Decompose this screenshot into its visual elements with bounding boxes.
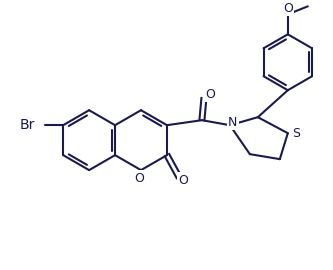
Text: Br: Br: [20, 118, 35, 132]
Text: S: S: [292, 127, 300, 140]
Text: N: N: [228, 116, 237, 129]
Text: O: O: [283, 2, 293, 15]
Text: O: O: [134, 172, 144, 185]
Text: O: O: [205, 88, 215, 101]
Text: O: O: [178, 174, 188, 187]
